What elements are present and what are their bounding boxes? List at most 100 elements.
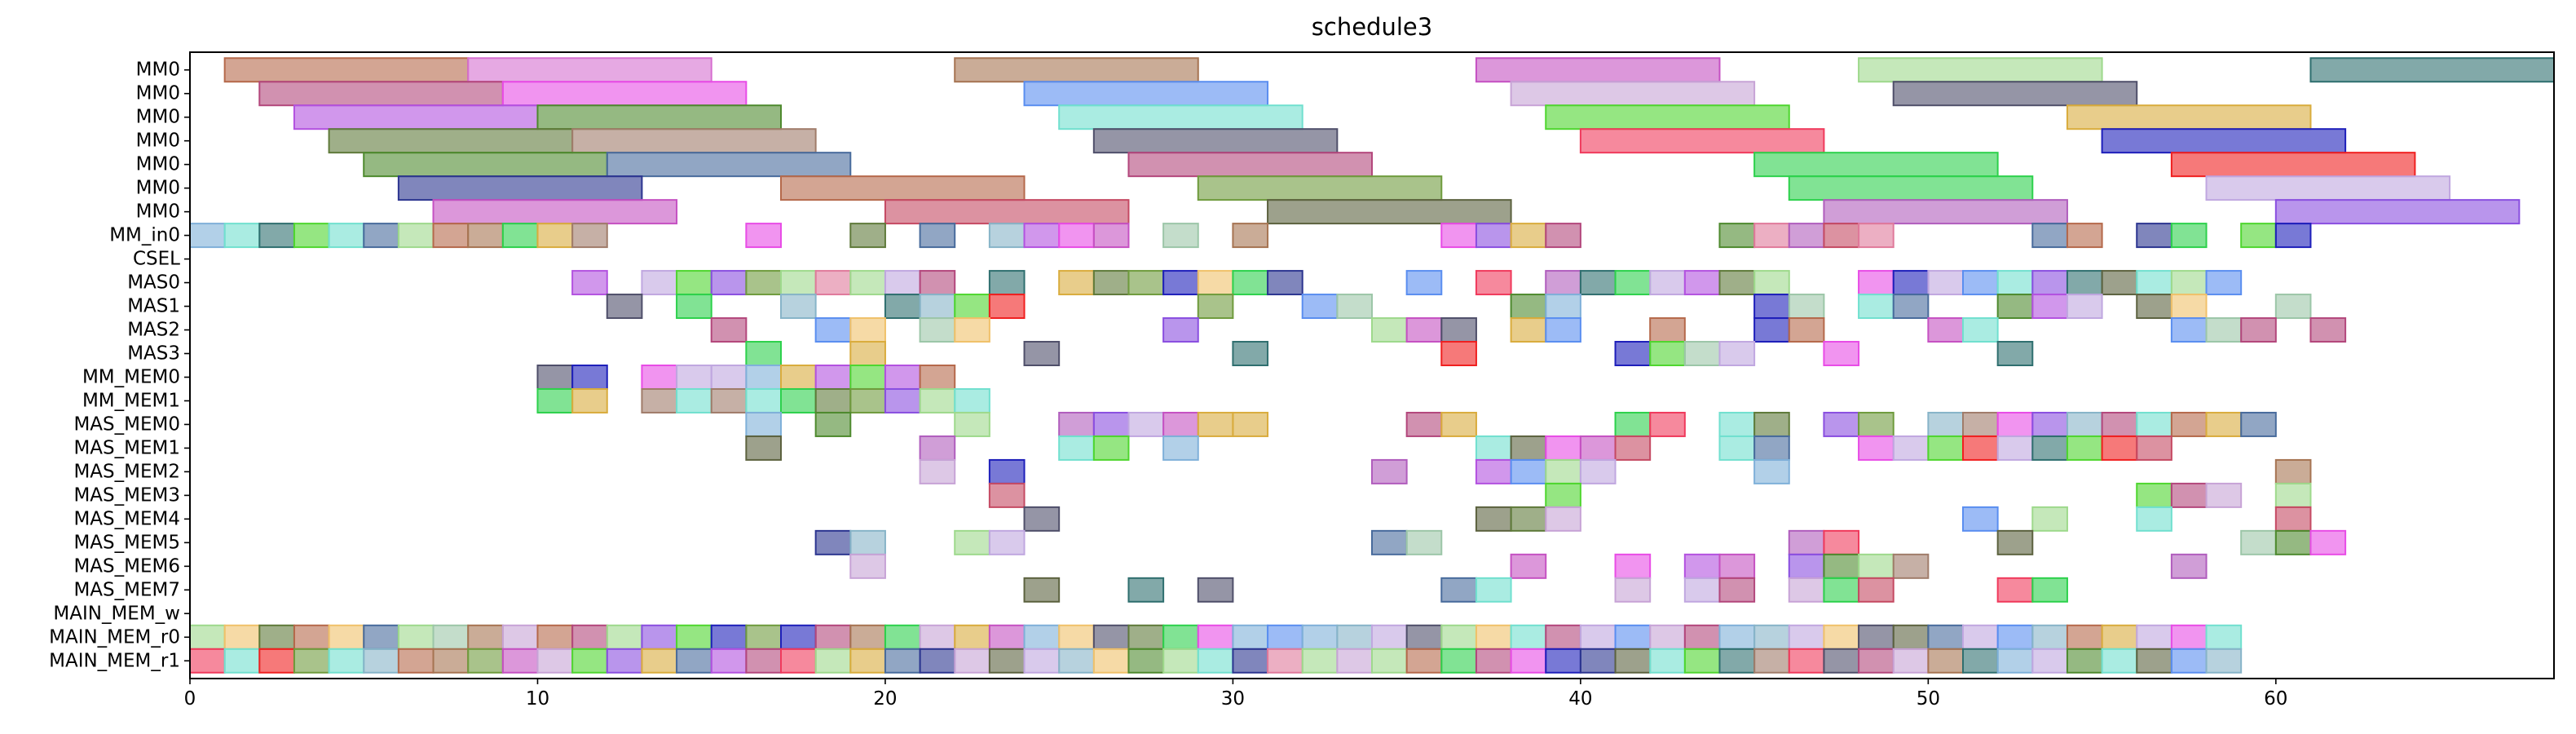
task-bar: [884, 294, 921, 320]
task-bar: [1962, 317, 1999, 343]
task-bar: [919, 270, 956, 296]
task-bar: [1475, 577, 1512, 603]
task-bar: [1858, 577, 1895, 603]
task-bar: [1127, 648, 1165, 674]
task-bar: [1614, 577, 1652, 603]
task-bar: [536, 387, 574, 413]
task-bar: [1232, 270, 1269, 296]
task-bar: [1579, 270, 1617, 296]
task-bar: [1892, 553, 1930, 579]
task-bar: [1892, 270, 1930, 296]
task-bar: [849, 529, 886, 555]
task-bar: [2274, 529, 2312, 555]
task-bar: [223, 57, 470, 83]
task-bar: [1683, 577, 1721, 603]
task-bar: [1510, 317, 1547, 343]
task-bar: [1579, 128, 1825, 154]
task-bar: [397, 223, 434, 249]
task-bar: [745, 387, 783, 413]
y-tick-label: MM0: [136, 83, 180, 104]
task-bar: [2066, 294, 2103, 320]
task-bar: [328, 624, 365, 650]
task-bar: [2205, 270, 2243, 296]
y-tick-label: MAS1: [127, 296, 180, 317]
task-bar: [849, 624, 886, 650]
task-bar: [1927, 270, 1965, 296]
task-bar: [919, 387, 956, 413]
task-bar: [1718, 577, 1756, 603]
task-bar: [1545, 104, 1790, 130]
task-bar: [2136, 624, 2172, 650]
task-bar: [1892, 648, 1930, 674]
task-bar: [1545, 482, 1581, 508]
task-bar: [1405, 648, 1443, 674]
task-bar: [2101, 128, 2347, 154]
task-bar: [223, 223, 261, 249]
task-bar: [1996, 435, 2034, 461]
task-bar: [397, 624, 434, 650]
task-bar: [2274, 482, 2312, 508]
task-bar: [745, 435, 783, 461]
task-bar: [363, 648, 399, 674]
task-bar: [919, 294, 956, 320]
task-bar: [1614, 270, 1652, 296]
task-bar: [988, 223, 1026, 249]
task-bar: [467, 648, 504, 674]
task-bar: [676, 294, 712, 320]
task-bar: [919, 223, 956, 249]
task-bar: [397, 648, 434, 674]
task-bar: [1440, 223, 1477, 249]
task-bar: [2274, 223, 2312, 249]
y-tick-label: MAS0: [127, 272, 180, 294]
task-bar: [1440, 341, 1477, 366]
task-bar: [745, 270, 783, 296]
task-bar: [467, 624, 504, 650]
task-bar: [1858, 57, 2103, 83]
task-bar: [1475, 648, 1512, 674]
task-bar: [1336, 648, 1373, 674]
task-bar: [536, 648, 574, 674]
task-bar: [1162, 317, 1199, 343]
task-bar: [1996, 624, 2034, 650]
x-tick-label: 10: [526, 688, 549, 710]
task-bar: [780, 294, 817, 320]
task-bar: [919, 624, 956, 650]
task-bar: [293, 223, 330, 249]
task-bar: [780, 175, 1026, 201]
task-bar: [1579, 624, 1617, 650]
task-bar: [676, 387, 712, 413]
task-bar: [2170, 294, 2208, 320]
task-bar: [1058, 223, 1095, 249]
task-bar: [1823, 577, 1860, 603]
task-bar: [1683, 553, 1721, 579]
y-tick-label: MM0: [136, 178, 180, 199]
task-bar: [258, 624, 295, 650]
task-bar: [2101, 624, 2138, 650]
task-bar: [258, 648, 295, 674]
task-bar: [1510, 81, 1756, 107]
task-bar: [1892, 435, 1930, 461]
task-bar: [1788, 553, 1825, 579]
task-bar: [919, 435, 956, 461]
x-tick-label: 60: [2264, 688, 2287, 710]
task-bar: [988, 294, 1026, 320]
task-bar: [1440, 411, 1477, 437]
task-bar: [1996, 529, 2034, 555]
task-bar: [2205, 648, 2243, 674]
task-bar: [1823, 553, 1860, 579]
y-tick-label: MAIN_MEM_r1: [49, 650, 180, 671]
task-bar: [432, 648, 470, 674]
task-bar: [1823, 341, 1860, 366]
task-bar: [1440, 648, 1477, 674]
task-bar: [1753, 435, 1790, 461]
task-bar: [676, 365, 712, 390]
task-bar: [1718, 648, 1756, 674]
task-bar: [328, 128, 574, 154]
task-bar: [2205, 175, 2451, 201]
task-bar: [2170, 482, 2208, 508]
task-bar: [676, 624, 712, 650]
task-bar: [710, 648, 748, 674]
task-bar: [1614, 553, 1652, 579]
task-bar: [814, 270, 852, 296]
task-bar: [745, 624, 783, 650]
